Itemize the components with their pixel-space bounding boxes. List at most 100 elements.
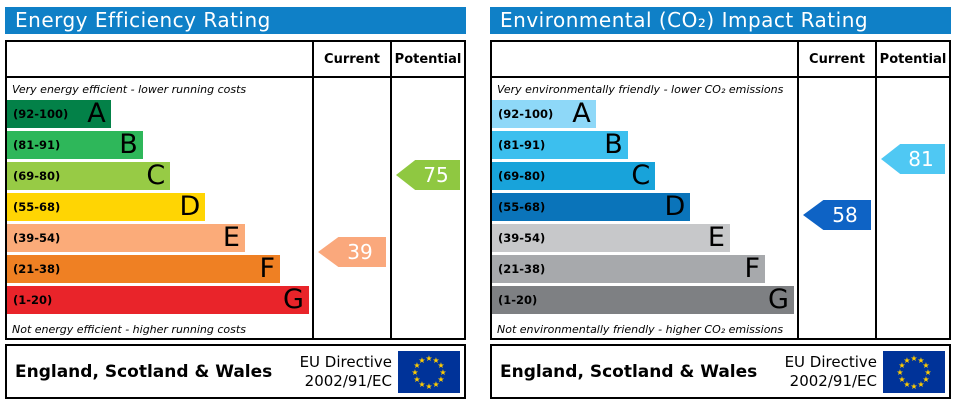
band-f: (21-38) F	[492, 255, 765, 283]
band-letter: E	[222, 222, 240, 253]
svg-text:★: ★	[917, 380, 924, 389]
band-range-label: (81-91)	[498, 138, 546, 152]
svg-text:★: ★	[437, 361, 444, 370]
band-d: (55-68) D	[7, 191, 206, 222]
band-letter: B	[604, 129, 623, 160]
band-range-label: (81-91)	[13, 138, 61, 152]
band-letter: C	[146, 160, 166, 191]
energy-efficiency-panel: Energy Efficiency Rating Current Potenti…	[5, 7, 466, 399]
svg-text:★: ★	[413, 375, 420, 384]
band-letter: B	[119, 129, 138, 160]
band-range-label: (39-54)	[13, 231, 61, 245]
column-header-row: Current Potential	[7, 42, 464, 78]
band-range-label: (55-68)	[13, 200, 61, 214]
band-letter: C	[631, 160, 651, 191]
band-f: (21-38) F	[7, 255, 280, 283]
band-range-label: (92-100)	[498, 107, 554, 121]
region-label: England, Scotland & Wales	[500, 361, 758, 382]
svg-text:★: ★	[903, 380, 910, 389]
band-g: (1-20) G	[7, 286, 309, 314]
svg-text:★: ★	[413, 361, 420, 370]
band-d: (55-68) D	[492, 191, 691, 222]
svg-text:★: ★	[903, 356, 910, 365]
potential-rating-arrow: 81	[881, 144, 945, 174]
band-c: (69-80) C	[7, 160, 171, 191]
eu-flag-icon: ★ ★★ ★★★ ★★★ ★★★	[883, 350, 945, 393]
svg-text:★: ★	[437, 375, 444, 384]
svg-text:★: ★	[924, 368, 931, 377]
environmental-impact-panel: Environmental (CO₂) Impact Rating Curren…	[490, 7, 951, 399]
svg-text:★: ★	[896, 368, 903, 377]
current-column-header: Current	[312, 42, 390, 76]
band-b: (81-91) B	[492, 131, 628, 159]
band-letter: D	[179, 191, 201, 222]
environmental-chart-table: Current Potential Very environmentally f…	[490, 40, 951, 340]
current-column: 39	[312, 78, 390, 338]
column-header-row: Current Potential	[492, 42, 949, 78]
eu-flag-icon: ★ ★★ ★★★ ★★★ ★★★	[398, 350, 460, 393]
svg-text:★: ★	[910, 354, 917, 363]
svg-text:★: ★	[411, 368, 418, 377]
band-letter: G	[768, 284, 789, 315]
current-column-header: Current	[797, 42, 875, 76]
header-spacer	[492, 42, 797, 76]
svg-text:★: ★	[922, 361, 929, 370]
band-a: (92-100) A	[7, 100, 111, 128]
band-letter: D	[664, 191, 686, 222]
potential-rating-arrow: 75	[396, 160, 460, 190]
band-range-label: (92-100)	[13, 107, 69, 121]
svg-text:★: ★	[910, 382, 917, 391]
panel-title-environmental: Environmental (CO₂) Impact Rating	[490, 7, 951, 34]
header-spacer	[7, 42, 312, 76]
top-note: Very energy efficient - lower running co…	[12, 83, 247, 96]
band-letter: F	[259, 253, 275, 284]
energy-panel-footer: England, Scotland & Wales EU Directive 2…	[5, 344, 466, 399]
bands: (92-100) A (81-91) B (69-80) C (55-68) D (39-54)…	[492, 100, 797, 314]
band-letter: F	[744, 253, 760, 284]
svg-text:★: ★	[425, 382, 432, 391]
band-e: (39-54) E	[7, 224, 245, 252]
band-g: (1-20) G	[492, 286, 794, 314]
bands-column: Very environmentally friendly - lower CO…	[492, 78, 797, 338]
environmental-panel-footer: England, Scotland & Wales EU Directive 2…	[490, 344, 951, 399]
band-letter: E	[707, 222, 725, 253]
energy-chart-body: Very energy efficient - lower running co…	[7, 78, 464, 338]
band-range-label: (69-80)	[13, 169, 61, 183]
band-b: (81-91) B	[7, 131, 143, 159]
eu-directive-label: EU Directive 2002/91/EC	[299, 352, 392, 390]
band-range-label: (21-38)	[13, 262, 61, 276]
svg-text:★: ★	[418, 380, 425, 389]
bottom-note: Not energy efficient - higher running co…	[12, 323, 246, 336]
bands: (92-100) A (81-91) B (69-80) C (55-68) D (39-54)…	[7, 100, 312, 314]
region-label: England, Scotland & Wales	[15, 361, 273, 382]
potential-column: 81	[875, 78, 949, 338]
potential-column: 75	[390, 78, 464, 338]
energy-chart-table: Current Potential Very energy efficient …	[5, 40, 466, 340]
svg-text:★: ★	[898, 361, 905, 370]
svg-text:★: ★	[917, 356, 924, 365]
band-range-label: (1-20)	[13, 293, 53, 307]
potential-column-header: Potential	[875, 42, 949, 76]
svg-text:★: ★	[432, 380, 439, 389]
svg-text:★: ★	[432, 356, 439, 365]
current-rating-arrow: 58	[803, 200, 871, 230]
svg-text:★: ★	[898, 375, 905, 384]
band-range-label: (1-20)	[498, 293, 538, 307]
band-range-label: (39-54)	[498, 231, 546, 245]
band-c: (69-80) C	[492, 160, 656, 191]
current-rating-arrow: 39	[318, 237, 386, 267]
environmental-chart-body: Very environmentally friendly - lower CO…	[492, 78, 949, 338]
band-letter: A	[572, 98, 591, 129]
svg-text:★: ★	[439, 368, 446, 377]
band-a: (92-100) A	[492, 100, 596, 128]
svg-text:★: ★	[418, 356, 425, 365]
band-letter: G	[283, 284, 304, 315]
band-e: (39-54) E	[492, 224, 730, 252]
band-range-label: (55-68)	[498, 200, 546, 214]
current-column: 58	[797, 78, 875, 338]
band-range-label: (21-38)	[498, 262, 546, 276]
bottom-note: Not environmentally friendly - higher CO…	[497, 323, 784, 336]
band-range-label: (69-80)	[498, 169, 546, 183]
top-note: Very environmentally friendly - lower CO…	[497, 83, 784, 96]
